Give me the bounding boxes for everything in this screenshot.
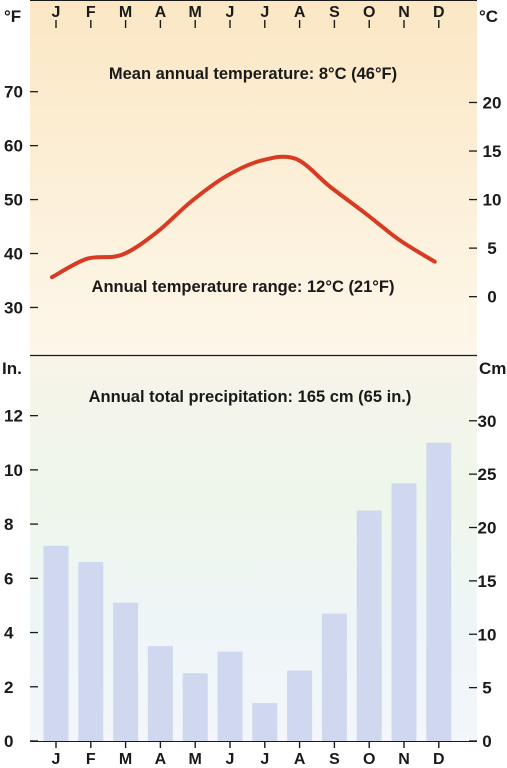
celsius-tick-label: 15: [483, 142, 502, 161]
unit-fahrenheit: °F: [4, 7, 21, 26]
month-label-bottom: S: [329, 751, 340, 768]
precipitation-bar: [392, 483, 417, 741]
annual-temperature-range: Annual temperature range: 12°C (21°F): [92, 278, 395, 296]
precipitation-bar: [287, 671, 312, 741]
cm-tick-label: 0: [482, 732, 491, 751]
month-label-top: A: [294, 4, 306, 21]
month-label-bottom: N: [398, 751, 410, 768]
celsius-tick-label: 10: [483, 191, 502, 210]
mean-annual-temperature: Mean annual temperature: 8°C (46°F): [109, 65, 397, 83]
month-label-bottom: J: [226, 751, 235, 768]
month-label-bottom: O: [363, 751, 375, 768]
month-label-top: S: [329, 4, 340, 21]
inch-tick-label: 10: [4, 461, 23, 480]
precipitation-bar: [322, 614, 347, 741]
month-label-top: F: [86, 4, 96, 21]
month-label-bottom: M: [189, 751, 202, 768]
precipitation-bar: [357, 511, 382, 741]
unit-inches: In.: [2, 359, 22, 378]
cm-tick-label: 5: [482, 679, 491, 698]
cm-tick-label: 20: [478, 519, 497, 538]
month-label-top: M: [189, 4, 202, 21]
precipitation-bar: [252, 703, 277, 741]
precipitation-bar: [148, 646, 173, 741]
fahrenheit-tick-label: 50: [4, 191, 23, 210]
precipitation-bar: [44, 546, 69, 741]
precipitation-bar: [426, 443, 451, 741]
month-label-top: J: [260, 4, 269, 21]
celsius-tick-label: 0: [487, 288, 496, 307]
annual-total-precipitation: Annual total precipitation: 165 cm (65 i…: [89, 388, 412, 406]
month-label-top: A: [155, 4, 167, 21]
month-label-top: M: [119, 4, 132, 21]
cm-tick-label: 25: [478, 465, 497, 484]
unit-celsius: °C: [479, 7, 498, 26]
fahrenheit-tick-label: 70: [4, 83, 23, 102]
inch-tick-label: 6: [4, 569, 13, 588]
inch-tick-label: 8: [4, 515, 13, 534]
month-label-bottom: J: [52, 751, 61, 768]
cm-tick-label: 30: [478, 412, 497, 431]
inch-tick-label: 0: [4, 732, 13, 751]
month-label-top: O: [363, 4, 375, 21]
cm-tick-label: 10: [478, 625, 497, 644]
precipitation-bar: [113, 603, 138, 741]
celsius-tick-label: 20: [483, 93, 502, 112]
month-label-top: J: [226, 4, 235, 21]
month-label-top: N: [398, 4, 410, 21]
month-label-bottom: A: [294, 751, 306, 768]
fahrenheit-tick-label: 60: [4, 137, 23, 156]
month-label-bottom: J: [260, 751, 269, 768]
inch-tick-label: 2: [4, 678, 13, 697]
month-label-bottom: D: [433, 751, 445, 768]
month-label-bottom: A: [155, 751, 167, 768]
month-label-bottom: M: [119, 751, 132, 768]
precipitation-bar: [183, 673, 208, 741]
cm-tick-label: 15: [478, 572, 497, 591]
month-label-top: J: [52, 4, 61, 21]
fahrenheit-tick-label: 30: [4, 298, 23, 317]
celsius-tick-label: 5: [487, 239, 496, 258]
inch-tick-label: 4: [4, 624, 14, 643]
precipitation-bar: [218, 652, 243, 741]
fahrenheit-tick-label: 40: [4, 245, 23, 264]
temperature-panel-bg: [30, 0, 477, 356]
precipitation-bar: [78, 562, 103, 741]
month-label-top: D: [433, 4, 445, 21]
month-label-bottom: F: [86, 751, 96, 768]
inch-tick-label: 12: [4, 407, 23, 426]
unit-centimeters: Cm: [479, 359, 506, 378]
